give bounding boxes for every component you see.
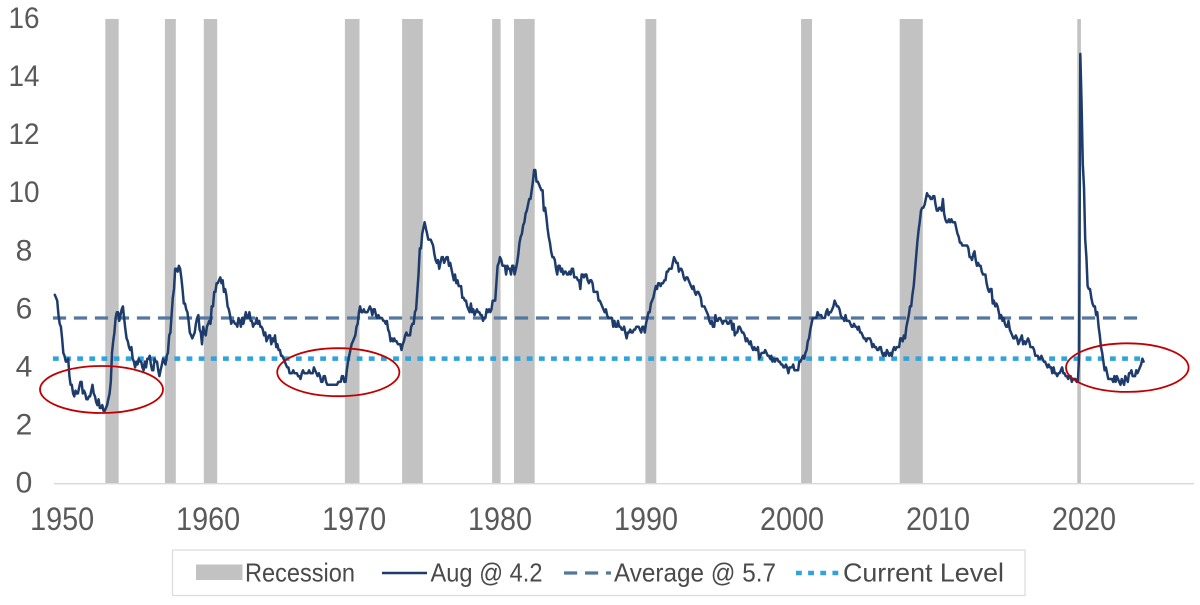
svg-text:8: 8 <box>16 234 33 267</box>
svg-text:16: 16 <box>9 2 40 35</box>
svg-text:2020: 2020 <box>1052 501 1116 537</box>
svg-text:1990: 1990 <box>614 501 678 537</box>
svg-text:2000: 2000 <box>760 501 824 537</box>
svg-text:Aug @ 4.2: Aug @ 4.2 <box>431 558 543 588</box>
svg-text:4: 4 <box>16 350 33 383</box>
svg-text:1960: 1960 <box>176 501 240 537</box>
svg-text:1970: 1970 <box>322 501 386 537</box>
svg-text:1980: 1980 <box>468 501 532 537</box>
svg-text:Average @ 5.7: Average @ 5.7 <box>614 558 776 588</box>
svg-text:1950: 1950 <box>30 501 94 537</box>
svg-text:2010: 2010 <box>906 501 970 537</box>
svg-text:10: 10 <box>9 176 40 209</box>
svg-text:12: 12 <box>9 118 40 151</box>
svg-text:2: 2 <box>16 408 33 441</box>
svg-text:Current Level: Current Level <box>843 558 1004 588</box>
svg-text:0: 0 <box>16 467 33 500</box>
svg-text:Recession: Recession <box>245 558 355 588</box>
svg-text:6: 6 <box>16 292 33 325</box>
svg-text:14: 14 <box>9 60 40 93</box>
